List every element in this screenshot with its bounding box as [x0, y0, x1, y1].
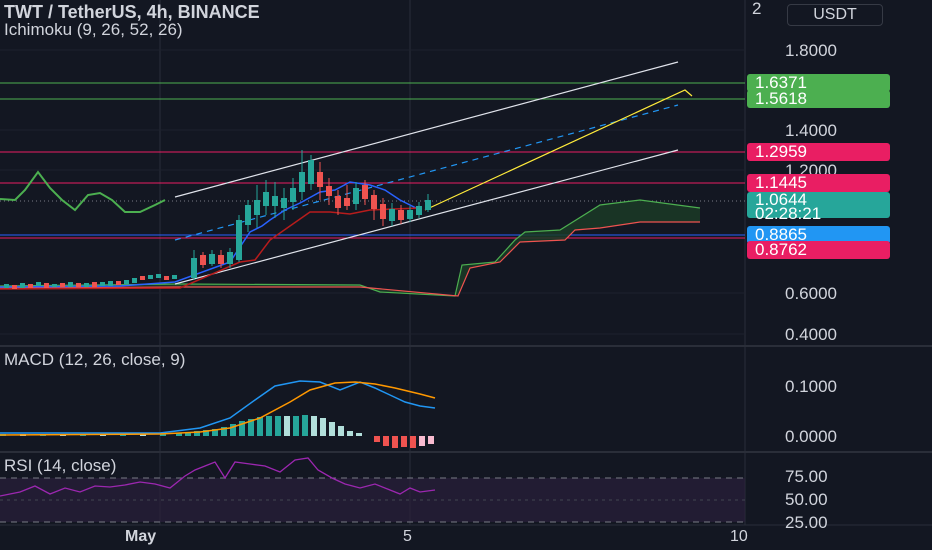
price-tag-1295[interactable]: 1.2959	[747, 143, 890, 161]
channel-lower-line[interactable]	[174, 149, 679, 285]
price-tag-0876[interactable]: 0.8762	[747, 241, 890, 259]
price-tag-1637[interactable]: 1.6371	[747, 74, 890, 92]
time-tick-may: May	[125, 528, 157, 545]
rsi-tick: 50.00	[785, 490, 828, 509]
rsi-tick: 75.00	[785, 467, 828, 486]
price-tag-0886[interactable]: 0.8865	[747, 226, 890, 244]
senkou-a-line	[0, 199, 701, 297]
macd-histogram	[0, 415, 434, 448]
price-tick-top: 2	[752, 0, 762, 18]
ichimoku-legend[interactable]: Ichimoku (9, 26, 52, 26)	[4, 20, 183, 39]
signal-line	[0, 381, 436, 436]
price-tag-1561[interactable]: 1.5618	[747, 90, 890, 108]
macd-tick: 0.0000	[785, 427, 837, 446]
price-tag-1144[interactable]: 1.1445	[747, 174, 890, 192]
channel-upper-line[interactable]	[174, 61, 679, 198]
projection-line[interactable]	[424, 89, 693, 211]
currency-selector[interactable]: USDT	[787, 4, 883, 26]
candlestick-series	[4, 150, 431, 289]
rsi-legend[interactable]: RSI (14, close)	[4, 456, 117, 475]
current-price-tag[interactable]: 1.0644 02:28:21	[747, 190, 890, 223]
macd-tick: 0.1000	[785, 377, 837, 396]
macd-line	[0, 380, 436, 434]
price-tick: 0.6000	[785, 284, 837, 303]
kijun-line	[0, 207, 421, 290]
time-tick-10: 10	[730, 528, 748, 545]
current-price: 1.0644	[755, 190, 807, 209]
channel-mid-line[interactable]	[174, 104, 679, 241]
price-tick: 0.4000	[785, 325, 837, 344]
candle-countdown: 02:28:21	[755, 204, 822, 223]
price-tick: 1.8000	[785, 41, 837, 60]
price-tick: 1.4000	[785, 121, 837, 140]
macd-legend[interactable]: MACD (12, 26, close, 9)	[4, 350, 186, 369]
time-tick-5: 5	[403, 528, 412, 545]
chikou-span	[0, 170, 166, 213]
rsi-tick: 25.00	[785, 513, 828, 532]
senkou-b-line	[0, 221, 700, 297]
rsi-line	[0, 457, 436, 497]
chart-title[interactable]: TWT / TetherUS, 4h, BINANCE	[4, 2, 260, 22]
